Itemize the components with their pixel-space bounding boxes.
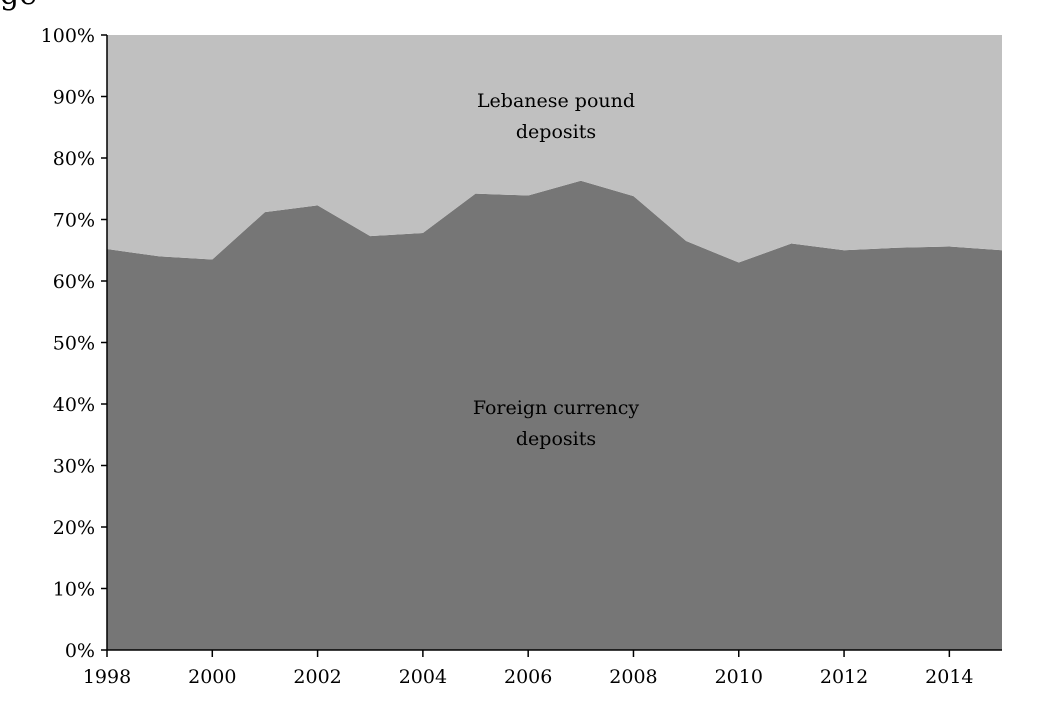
- x-tick-label: 2000: [188, 666, 236, 688]
- chart-areas: [107, 35, 1002, 650]
- y-tick-label: 100%: [41, 25, 95, 47]
- y-tick-label: 10%: [53, 579, 95, 601]
- y-tick-label: 30%: [53, 456, 95, 478]
- annotation-foreign-currency-line-2: deposits: [516, 428, 596, 450]
- y-tick-label: 20%: [53, 517, 95, 539]
- x-tick-label: 2002: [293, 666, 341, 688]
- chart-annotations: Lebanese pound deposits Foreign currency de…: [473, 90, 640, 450]
- x-tick-label: 2014: [925, 666, 973, 688]
- x-tick-label: 2010: [715, 666, 763, 688]
- y-tick-label: 80%: [53, 148, 95, 170]
- annotation-lebanese-pound-line-1: Lebanese pound: [477, 90, 635, 112]
- x-tick-label: 2012: [820, 666, 868, 688]
- y-tick-label: 40%: [53, 394, 95, 416]
- y-tick-label: 50%: [53, 333, 95, 355]
- x-axis-ticks: 1998 2000 2002 2004 2006 2008 2010 2012 2014: [83, 650, 974, 688]
- series-area-foreign-currency: [107, 180, 1002, 650]
- series-area-lebanese-pound: [107, 35, 1002, 263]
- y-tick-label: 70%: [53, 210, 95, 232]
- clipped-top-text: ge: [0, 0, 37, 10]
- y-tick-label: 60%: [53, 271, 95, 293]
- annotation-lebanese-pound-line-2: deposits: [516, 121, 596, 143]
- y-axis-ticks: 0% 10% 20% 30% 40% 50% 60% 70% 80% 90% 100%: [41, 25, 107, 662]
- x-tick-label: 1998: [83, 666, 131, 688]
- y-tick-label: 90%: [53, 87, 95, 109]
- x-tick-label: 2008: [609, 666, 657, 688]
- x-tick-label: 2004: [399, 666, 447, 688]
- annotation-foreign-currency-line-1: Foreign currency: [473, 397, 640, 419]
- y-tick-label: 0%: [65, 640, 95, 662]
- x-tick-label: 2006: [504, 666, 552, 688]
